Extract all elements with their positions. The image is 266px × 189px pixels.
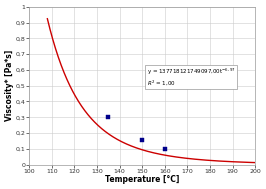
Text: y = 137718121749097,00t$^{-6,97}$
$R^2$ = 1,00: y = 137718121749097,00t$^{-6,97}$ $R^2$ …: [147, 67, 236, 87]
X-axis label: Temperature [°C]: Temperature [°C]: [105, 175, 180, 184]
Y-axis label: Viscosity* [Pa*s]: Viscosity* [Pa*s]: [5, 50, 14, 121]
